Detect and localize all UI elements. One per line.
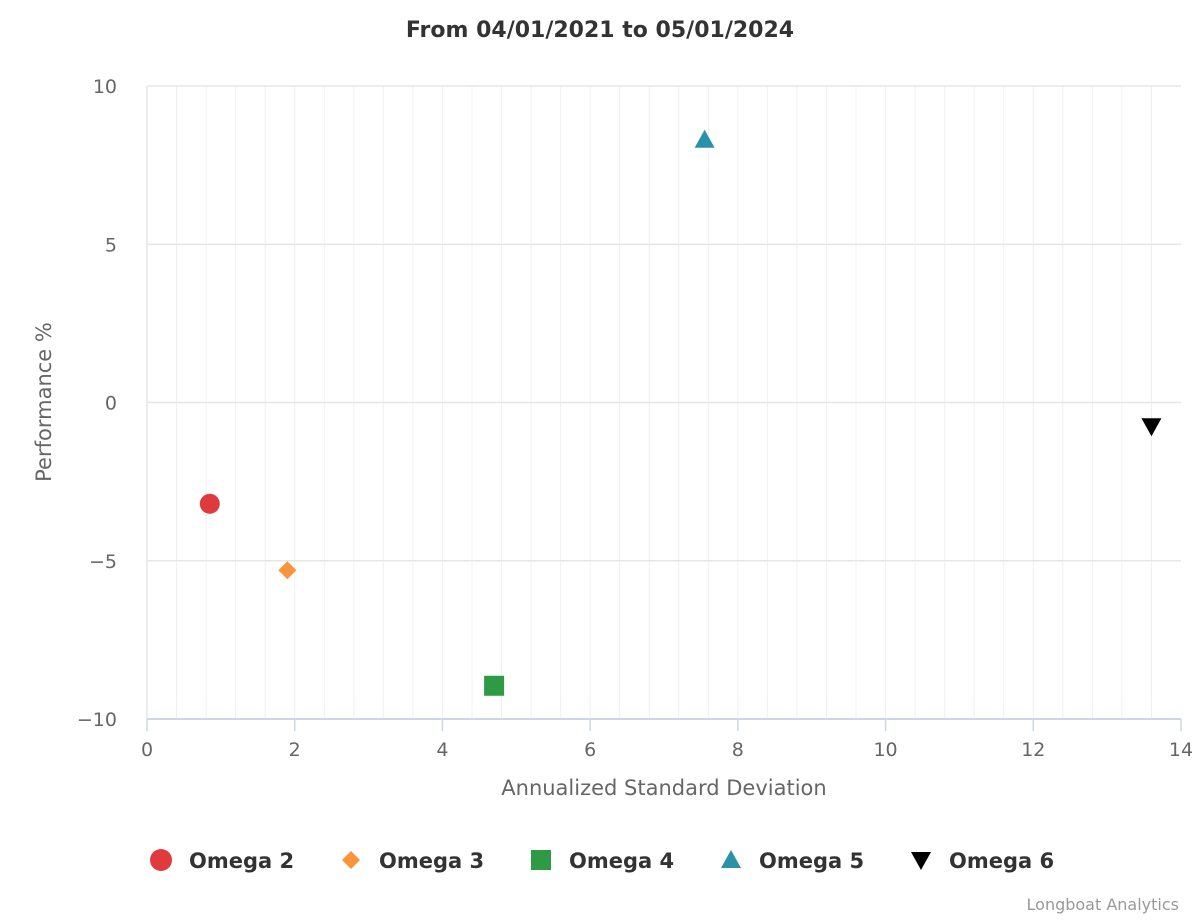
legend-label: Omega 2	[189, 849, 294, 873]
y-axis-ticks: 10 5 0 −5 −10	[77, 76, 117, 731]
legend-item-omega-6[interactable]: Omega 6	[911, 849, 1054, 873]
legend-item-omega-5[interactable]: Omega 5	[721, 849, 864, 873]
x-axis-title: Annualized Standard Deviation	[501, 776, 826, 800]
point-omega-6	[1141, 418, 1162, 437]
point-omega-3	[278, 561, 297, 580]
x-axis-ticks: 0 2 4 6 8 10 12 14	[141, 719, 1193, 761]
legend-label: Omega 3	[379, 849, 484, 873]
x-tick-label: 0	[141, 739, 153, 761]
y-axis-title: Performance %	[32, 322, 56, 482]
y-tick-label: −10	[77, 709, 117, 731]
legend-marker-triangle-icon	[721, 850, 741, 868]
legend-label: Omega 4	[569, 849, 674, 873]
legend-item-omega-4[interactable]: Omega 4	[531, 849, 674, 873]
point-omega-4	[484, 675, 505, 696]
legend-label: Omega 5	[759, 849, 864, 873]
y-tick-label: −5	[89, 551, 117, 573]
x-tick-label: 6	[584, 739, 596, 761]
x-tick-label: 14	[1169, 739, 1193, 761]
x-tick-label: 12	[1021, 739, 1045, 761]
axes	[146, 86, 1181, 720]
legend-item-omega-2[interactable]: Omega 2	[150, 849, 294, 873]
legend-label: Omega 6	[949, 849, 1054, 873]
x-tick-label: 10	[873, 739, 897, 761]
y-tick-label: 0	[105, 393, 117, 415]
x-tick-label: 8	[732, 739, 744, 761]
point-omega-2	[199, 493, 220, 514]
y-tick-label: 5	[105, 234, 117, 256]
legend-item-omega-3[interactable]: Omega 3	[342, 849, 484, 873]
point-omega-5	[694, 129, 715, 148]
credits-label: Longboat Analytics	[1027, 895, 1179, 914]
x-tick-label: 4	[436, 739, 448, 761]
legend-marker-diamond-icon	[342, 851, 360, 869]
legend-marker-circle-icon	[150, 849, 172, 871]
x-tick-label: 2	[289, 739, 301, 761]
legend-marker-square-icon	[531, 850, 551, 870]
chart-title: From 04/01/2021 to 05/01/2024	[406, 18, 794, 43]
legend-marker-triangle-down-icon	[911, 852, 931, 870]
legend: Omega 2 Omega 3 Omega 4 Omega 5 Omega 6	[150, 849, 1054, 873]
y-tick-label: 10	[93, 76, 117, 98]
data-points	[199, 129, 1162, 696]
